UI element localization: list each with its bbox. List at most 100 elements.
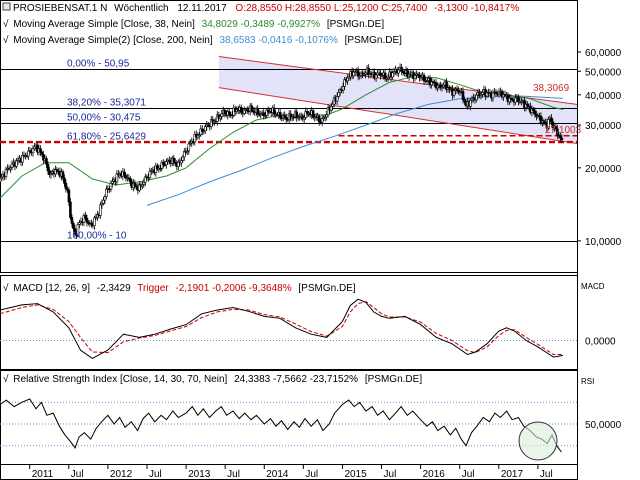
price-candle — [401, 70, 405, 73]
ohlc-values: O:28,8550 H:28,8550 L:25,1200 C:25,7400 — [235, 3, 427, 14]
price-candle — [64, 183, 68, 190]
price-candle — [283, 114, 286, 118]
macd-zero-label: 0,0000 — [585, 337, 616, 348]
price-candle — [168, 159, 171, 162]
price-candle — [319, 121, 322, 124]
rsi-pane-tag: RSI — [581, 377, 594, 386]
price-candle — [539, 115, 543, 124]
price-candle — [445, 81, 448, 90]
price-candle — [391, 72, 394, 78]
price-candle — [66, 188, 69, 191]
price-candle — [39, 148, 42, 153]
price-candle — [197, 134, 201, 136]
time-axis-tick-label: Jul — [149, 469, 162, 480]
time-axis-tick-label: 2013 — [188, 469, 211, 480]
price-candle — [358, 75, 361, 77]
price-candle — [353, 71, 357, 73]
price-candle — [156, 165, 159, 170]
price-candle — [9, 167, 12, 170]
price-candle — [406, 69, 409, 77]
price-candle — [46, 163, 50, 172]
price-candle — [374, 74, 378, 79]
price-candle — [218, 116, 222, 119]
price-candle — [265, 109, 269, 116]
price-candle — [154, 165, 158, 173]
price-candle — [256, 108, 260, 115]
price-candle — [181, 156, 185, 161]
price-y-tick-label: 20,0000 — [585, 164, 622, 175]
price-candle — [187, 143, 191, 152]
price-candle — [547, 118, 550, 129]
price-candle — [367, 67, 370, 75]
price-candle — [494, 91, 498, 94]
price-candle — [90, 223, 93, 225]
macd-line — [0, 298, 563, 359]
time-axis-tick-label: Jul — [384, 469, 397, 480]
price-candle — [162, 162, 165, 165]
time-axis-tick-label: 2014 — [266, 469, 289, 480]
price-candle — [362, 73, 366, 76]
price-candle — [542, 120, 546, 123]
price-candle — [323, 116, 327, 119]
interval-label: Wöchentlich — [114, 3, 168, 14]
price-candle — [418, 74, 421, 79]
price-candle — [320, 118, 324, 123]
price-candle — [0, 176, 3, 179]
price-candle — [85, 217, 89, 223]
price-candle — [172, 157, 176, 163]
symbol-name: PROSIEBENSAT.1 N — [13, 3, 107, 14]
price-candle — [551, 121, 555, 128]
price-candle — [397, 69, 400, 74]
price-candle — [27, 150, 30, 157]
price-candle — [70, 217, 74, 224]
price-candle — [481, 92, 484, 95]
price-candle — [31, 148, 35, 154]
price-candle — [227, 111, 231, 115]
price-candle — [559, 135, 562, 139]
price-candle — [346, 77, 349, 82]
price-candle — [439, 84, 442, 88]
price-candle — [142, 181, 146, 185]
price-candle — [335, 96, 339, 102]
price-candle — [16, 159, 20, 162]
time-axis-tick-label: 2016 — [423, 469, 446, 480]
price-candle — [196, 135, 200, 138]
price-candle — [556, 128, 559, 136]
price-candle — [419, 76, 423, 79]
price-candle — [69, 201, 72, 218]
price-candle — [341, 86, 345, 91]
price-candle — [347, 76, 351, 79]
price-candle — [183, 151, 186, 158]
price-candle — [100, 203, 104, 206]
macd-legend: √ MACD [12, 26, 9] -2,3429 Trigger -2,19… — [3, 282, 356, 294]
price-candle — [103, 196, 107, 201]
price-candle — [148, 171, 152, 178]
price-candle — [295, 111, 298, 119]
time-axis-tick-label: Jul — [71, 469, 84, 480]
fib-label: 38,20% - 35,3071 — [67, 98, 146, 109]
price-candle — [422, 74, 426, 82]
ma38-label: Moving Average Simple [Close, 38, Nein] — [13, 19, 195, 30]
rsi-legend: √ Relative Strength Index [Close, 14, 30… — [3, 373, 422, 385]
price-y-tick-label: 30,0000 — [585, 121, 622, 132]
price-candle — [550, 117, 553, 123]
price-candle — [245, 109, 249, 111]
price-candle — [442, 85, 445, 88]
fib-label: 50,00% - 30,475 — [67, 113, 141, 124]
price-candle — [45, 158, 48, 165]
price-candle — [48, 170, 51, 175]
price-candle — [115, 173, 119, 183]
price-candle — [67, 189, 71, 203]
last-level-label: 27,1003 — [545, 125, 582, 136]
price-y-tick-label: 50,0000 — [585, 67, 622, 78]
price-candle — [209, 119, 213, 127]
ma38-values: 34,8029 -0,3489 -0,9927% — [202, 19, 321, 30]
rsi-level-label: 50,0000 — [585, 420, 622, 431]
macd-pane-tag: MACD — [581, 282, 605, 291]
price-candle — [42, 154, 45, 161]
time-axis-tick-label: 2012 — [110, 469, 133, 480]
price-candle — [400, 66, 403, 72]
price-candle — [383, 72, 387, 79]
price-candle — [109, 183, 113, 190]
